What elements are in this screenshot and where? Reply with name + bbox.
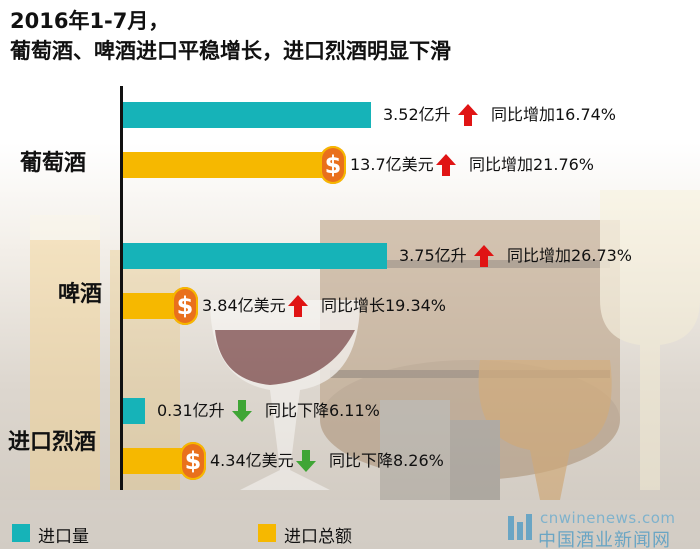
bar-volume-beer	[123, 243, 387, 269]
watermark-site-name: 中国酒业新闻网	[538, 530, 671, 551]
legend-label-volume: 进口量	[38, 527, 89, 547]
bar-volume-spirits	[123, 398, 145, 424]
dollar-icon-spirits: $	[180, 442, 206, 480]
bar-value-wine	[123, 152, 328, 178]
bar-value-spirits	[123, 448, 188, 474]
legend-label-value: 进口总额	[284, 527, 352, 547]
yoy-change-volume-spirits: 同比下降6.11%	[265, 401, 380, 420]
data-label-volume-wine: 3.52亿升	[383, 105, 451, 124]
yoy-change-value-wine: 同比增加21.76%	[469, 155, 595, 174]
yoy-change-value-spirits: 同比下降8.26%	[329, 451, 444, 470]
category-label-beer: 啤酒	[58, 282, 103, 307]
legend-swatch-value	[258, 524, 276, 542]
up-arrow-icon-value-beer	[288, 295, 308, 317]
bar-value-beer	[123, 293, 180, 319]
dollar-icon-beer: $	[172, 287, 198, 325]
dollar-icon-wine: $	[320, 146, 346, 184]
down-arrow-icon-volume-spirits	[232, 400, 252, 422]
category-axis-line	[120, 86, 123, 490]
yoy-change-volume-wine: 同比增加16.74%	[491, 105, 617, 124]
legend-swatch-volume	[12, 524, 30, 542]
data-label-volume-beer: 3.75亿升	[399, 246, 467, 265]
data-label-value-spirits: 4.34亿美元	[210, 451, 294, 470]
yoy-change-value-beer: 同比增长19.34%	[321, 296, 447, 315]
category-label-wine: 葡萄酒	[20, 151, 87, 176]
down-arrow-icon-value-spirits	[296, 450, 316, 472]
up-arrow-icon-value-wine	[436, 154, 456, 176]
category-label-spirits: 进口烈酒	[8, 430, 97, 455]
up-arrow-icon-volume-wine	[458, 104, 478, 126]
bar-volume-wine	[123, 102, 371, 128]
title-line-2: 葡萄酒、啤酒进口平稳增长，进口烈酒明显下滑	[10, 39, 451, 63]
data-label-value-wine: 13.7亿美元	[350, 155, 434, 174]
chart-title: 2016年1-7月， 葡萄酒、啤酒进口平稳增长，进口烈酒明显下滑	[10, 6, 451, 66]
up-arrow-icon-volume-beer	[474, 245, 494, 267]
yoy-change-volume-beer: 同比增加26.73%	[507, 246, 633, 265]
data-label-volume-spirits: 0.31亿升	[157, 401, 225, 420]
data-label-value-beer: 3.84亿美元	[202, 296, 286, 315]
watermark-logo-icon	[508, 514, 532, 540]
title-line-1: 2016年1-7月，	[10, 9, 170, 33]
watermark-url: cnwinenews.com	[540, 509, 676, 527]
